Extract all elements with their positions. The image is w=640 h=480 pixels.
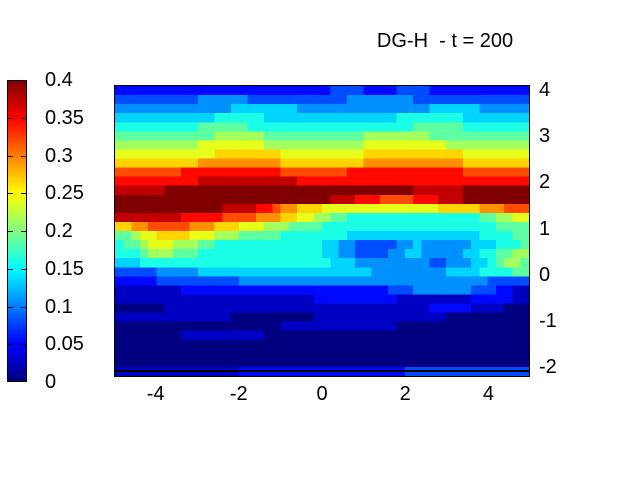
x-axis-line [114,370,530,372]
colorbar-tick-label: 0 [45,371,57,393]
colorbar-tick-label: 0.2 [45,220,73,242]
colorbar-tick [8,269,13,270]
x-tick-label: 4 [482,383,494,405]
heatmap-canvas [115,86,529,376]
y-tick-label: -2 [539,356,557,378]
colorbar-tick [21,231,26,232]
y-tick-label: 4 [539,79,551,101]
y-tick-label: 3 [539,125,551,147]
colorbar-tick-label: 0.4 [45,69,73,91]
colorbar-tick [21,307,26,308]
x-tick-label: -4 [146,383,165,405]
colorbar-tick [8,307,13,308]
colorbar-tick [8,344,13,345]
x-tick-label: -2 [229,383,248,405]
colorbar-tick [21,344,26,345]
x-tick-label: 2 [399,383,411,405]
colorbar-tick [8,193,13,194]
colorbar-tick-label: 0.25 [45,182,84,204]
y-tick-label: -1 [539,310,557,332]
colorbar-tick [8,231,13,232]
y-tick-label: 1 [539,218,551,240]
y-tick-label: 2 [539,171,551,193]
colorbar-tick-label: 0.15 [45,258,84,280]
plot-area [114,85,530,377]
colorbar-tick [8,156,13,157]
colorbar-tick-label: 0.05 [45,333,84,355]
colorbar-tick [21,269,26,270]
colorbar-tick [21,193,26,194]
colorbar-tick-label: 0.1 [45,296,73,318]
x-tick-label: 0 [316,383,328,405]
y-tick-label: 0 [539,264,551,286]
colorbar-tick [21,118,26,119]
plot-title: DG-H - t = 200 [376,30,514,52]
colorbar-tick [8,118,13,119]
colorbar-tick [21,156,26,157]
colorbar-tick-label: 0.3 [45,145,73,167]
colorbar-tick-label: 0.35 [45,107,84,129]
